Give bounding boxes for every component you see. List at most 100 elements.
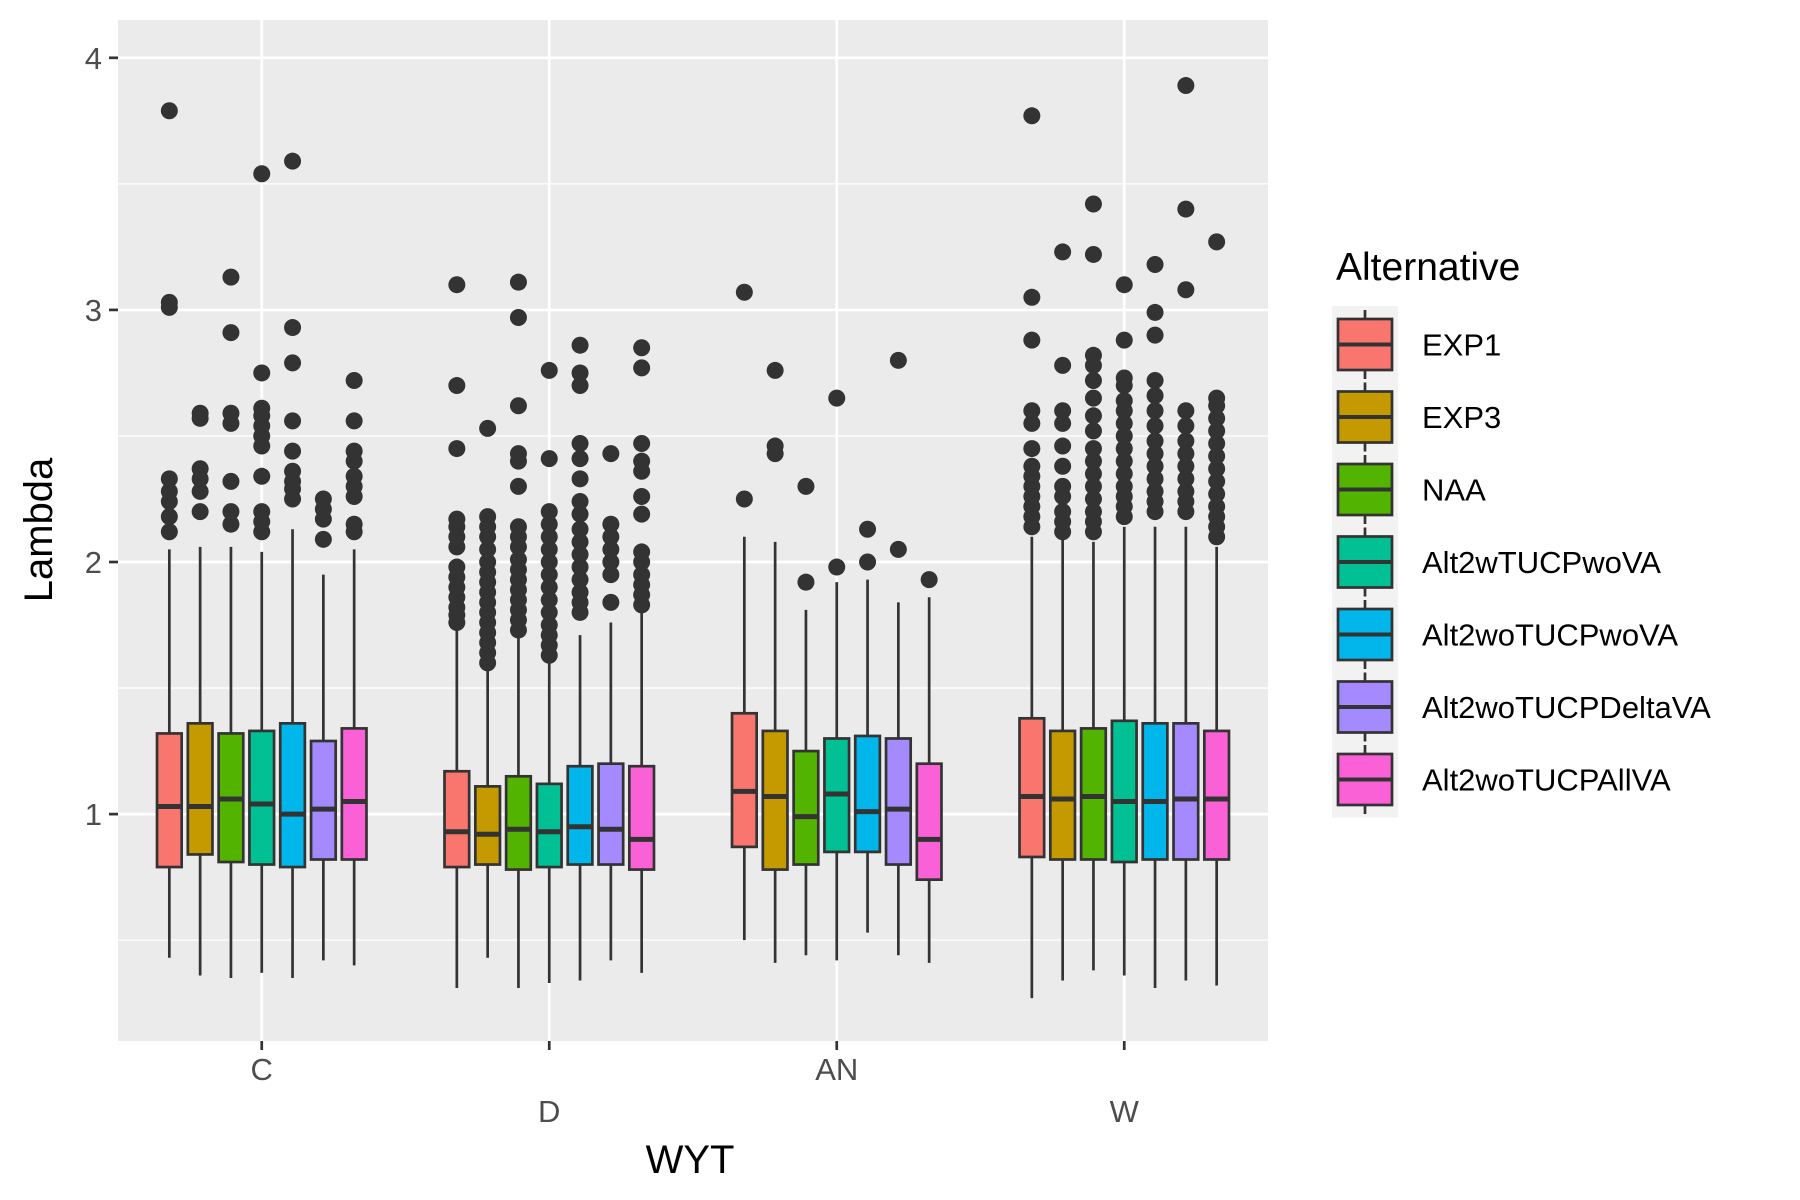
box-EXP1-W (1018, 107, 1046, 999)
outlier-point (448, 440, 466, 458)
outlier-point (1208, 389, 1226, 407)
outlier-point (284, 354, 302, 372)
outlier-point (1084, 465, 1102, 483)
outlier-point (1054, 503, 1072, 521)
outlier-point (602, 515, 620, 533)
box-Alt2woTUCPwoVA-W (1141, 256, 1169, 989)
outlier-point (602, 445, 620, 463)
outlier-point (1084, 490, 1102, 508)
outlier-point (1177, 470, 1195, 488)
outlier-point (191, 482, 209, 500)
legend-label: Alt2wTUCPwoVA (1422, 545, 1661, 580)
outlier-point (1084, 389, 1102, 407)
legend-item-Alt2woTUCPAllVA: Alt2woTUCPAllVA (1336, 745, 1671, 814)
legend-item-EXP1: EXP1 (1336, 310, 1501, 379)
outlier-point (1208, 409, 1226, 427)
outlier-point (766, 437, 784, 455)
outlier-point (509, 308, 527, 326)
box-NAA-D (504, 273, 533, 989)
outlier-point (448, 510, 466, 528)
outlier-point (1146, 482, 1164, 500)
legend-item-Alt2woTUCPDeltaVA: Alt2woTUCPDeltaVA (1336, 672, 1711, 742)
outlier-point (160, 523, 178, 541)
outlier-point (222, 404, 240, 422)
outlier-point (345, 412, 363, 430)
outlier-point (284, 462, 302, 480)
outlier-point (1054, 457, 1072, 475)
outlier-point (1208, 447, 1226, 465)
outlier-point (633, 505, 651, 523)
outlier-point (571, 533, 589, 551)
outlier-point (345, 372, 363, 390)
outlier-point (1084, 245, 1102, 263)
outlier-point (1208, 472, 1226, 490)
outlier-point (571, 493, 589, 511)
outlier-point (633, 487, 651, 505)
outlier-point (1177, 445, 1195, 463)
outlier-point (571, 435, 589, 453)
x-tick-label: C (251, 1052, 273, 1087)
box-iqr (915, 762, 943, 882)
outlier-point (1146, 256, 1164, 274)
box-iqr (761, 729, 789, 871)
outlier-point (448, 377, 466, 395)
outlier-point (633, 543, 651, 561)
outlier-point (160, 293, 178, 311)
outlier-point (1146, 402, 1164, 420)
outlier-point (602, 593, 620, 611)
outlier-point (1115, 331, 1133, 349)
outlier-point (1177, 432, 1195, 450)
outlier-point (1115, 452, 1133, 470)
outlier-point (222, 324, 240, 342)
outlier-point (222, 268, 240, 286)
outlier-point (509, 477, 527, 495)
outlier-point (540, 503, 558, 521)
outlier-point (253, 467, 271, 485)
box-Alt2wTUCPwoVA-D (535, 361, 563, 984)
outlier-point (1054, 414, 1072, 432)
outlier-point (509, 518, 527, 536)
x-tick-label: W (1110, 1094, 1140, 1129)
box-EXP3-W (1048, 243, 1077, 981)
x-axis: C D AN W (251, 1041, 1140, 1129)
legend-item-NAA: NAA (1336, 455, 1486, 524)
outlier-point (479, 419, 497, 437)
box-EXP1-C (155, 102, 184, 958)
box-iqr (186, 722, 214, 856)
outlier-point (1054, 243, 1072, 261)
outlier-point (1177, 417, 1195, 435)
outlier-point (1177, 281, 1195, 299)
outlier-point (1146, 372, 1164, 390)
outlier-point (509, 397, 527, 415)
outlier-point (1084, 407, 1102, 425)
outlier-point (828, 558, 846, 576)
outlier-point (571, 505, 589, 523)
outlier-point (571, 450, 589, 468)
outlier-point (448, 276, 466, 294)
outlier-point (540, 361, 558, 379)
legend-item-Alt2woTUCPwoVA: Alt2woTUCPwoVA (1336, 600, 1678, 669)
y-axis-title: Lambda (17, 457, 61, 602)
outlier-point (1084, 422, 1102, 440)
outlier-point (509, 445, 527, 463)
box-Alt2wTUCPwoVA-C (248, 165, 276, 973)
box-iqr (278, 722, 307, 869)
outlier-point (284, 319, 302, 337)
outlier-point (345, 442, 363, 460)
box-iqr (853, 734, 882, 854)
y-tick-label: 2 (85, 545, 102, 580)
outlier-point (1208, 422, 1226, 440)
outlier-point (602, 566, 620, 584)
box-Alt2woTUCPwoVA-C (278, 152, 307, 978)
box-EXP1-AN (730, 283, 759, 941)
outlier-point (160, 102, 178, 120)
outlier-point (633, 359, 651, 377)
outlier-point (735, 490, 753, 508)
outlier-point (540, 540, 558, 558)
box-iqr (730, 711, 759, 849)
outlier-point (1146, 470, 1164, 488)
box-iqr (792, 749, 820, 866)
outlier-point (633, 566, 651, 584)
outlier-point (1084, 452, 1102, 470)
legend-label: EXP1 (1422, 328, 1501, 363)
